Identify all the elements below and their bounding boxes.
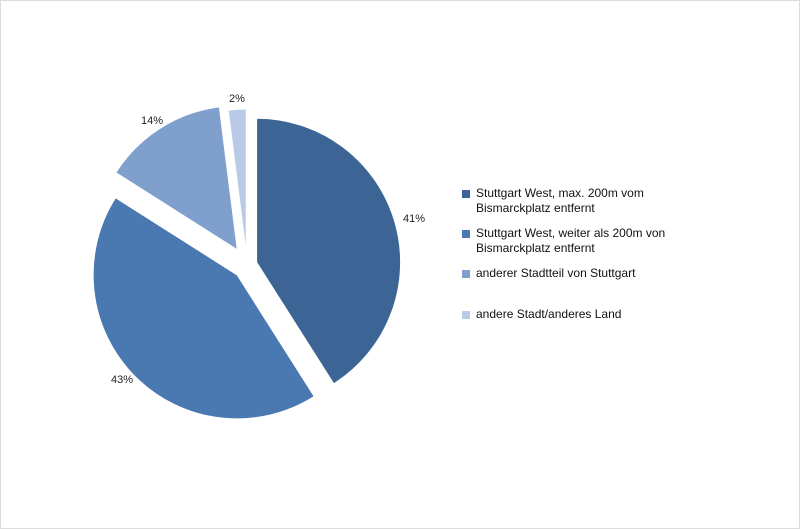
legend-swatch-2	[462, 230, 470, 238]
pie-slice-4	[227, 108, 247, 254]
legend-item-4: andere Stadt/anderes Land	[462, 307, 722, 327]
data-label-4: 2%	[229, 93, 245, 105]
legend: Stuttgart West, max. 200m vom Bismarckpl…	[462, 186, 722, 327]
data-label-1: 41%	[403, 213, 425, 225]
pie-slice-3	[115, 106, 238, 251]
legend-swatch-1	[462, 190, 470, 198]
legend-swatch-4	[462, 311, 470, 319]
data-label-2: 43%	[111, 374, 133, 386]
legend-label-2: Stuttgart West, weiter als 200m von Bism…	[476, 226, 666, 255]
pie-slice-2	[92, 197, 315, 420]
legend-item-2: Stuttgart West, weiter als 200m von Bism…	[462, 226, 722, 266]
legend-item-1: Stuttgart West, max. 200m vom Bismarckpl…	[462, 186, 722, 226]
legend-label-4: andere Stadt/anderes Land	[476, 307, 622, 321]
legend-swatch-3	[462, 270, 470, 278]
legend-label-3: anderer Stadtteil von Stuttgart	[476, 266, 636, 280]
pie-slice-1	[256, 117, 402, 385]
legend-item-3: anderer Stadtteil von Stuttgart	[462, 266, 722, 307]
data-label-3: 14%	[141, 115, 163, 127]
legend-label-1: Stuttgart West, max. 200m vom Bismarckpl…	[476, 186, 644, 215]
